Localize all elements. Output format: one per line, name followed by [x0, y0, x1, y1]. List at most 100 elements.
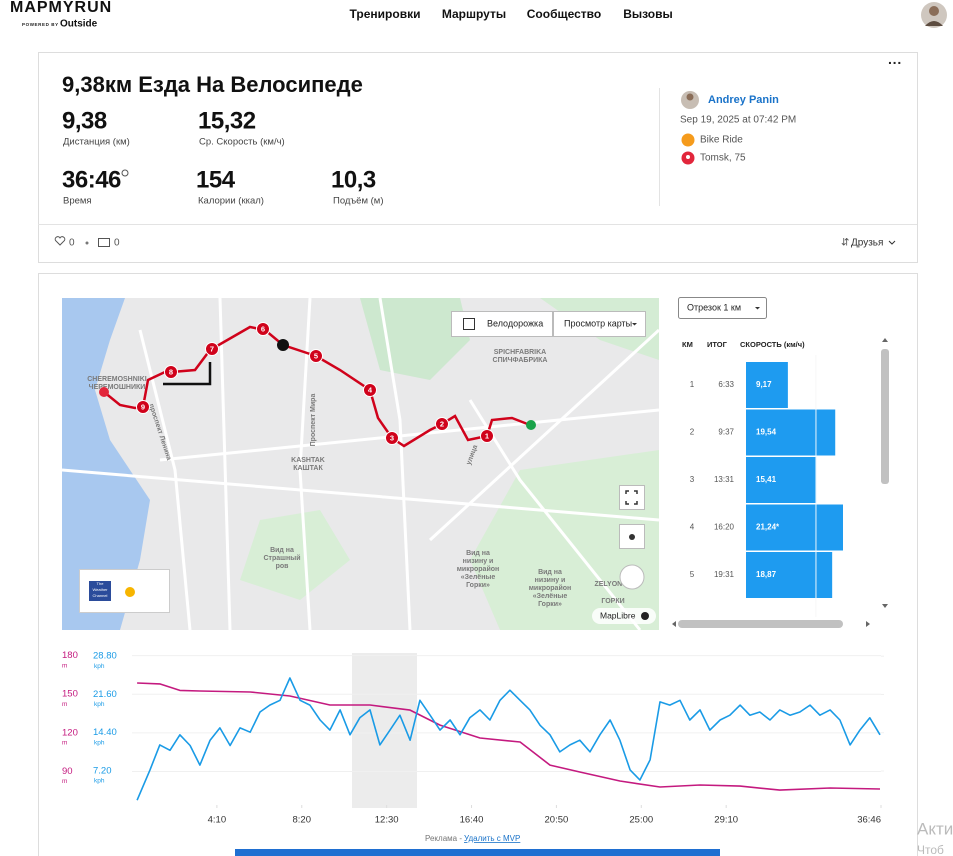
- position-marker: [277, 339, 289, 351]
- place-label: ГОРКИ: [601, 598, 624, 605]
- chevron: [755, 307, 760, 310]
- km-marker-label: 2: [440, 419, 444, 428]
- comment-icon[interactable]: [98, 238, 110, 247]
- split-selector[interactable]: [678, 297, 767, 319]
- more-menu[interactable]: ···: [888, 55, 902, 71]
- column-header: ИТОГ: [707, 340, 728, 349]
- place-label: Страшный: [264, 554, 301, 562]
- place-label: Вид на: [466, 550, 490, 557]
- separator: [85, 241, 89, 245]
- place-label: Вид на: [538, 569, 562, 576]
- column-header: СКОРОСТЬ (км/ч): [740, 340, 805, 349]
- brand[interactable]: MAPMYRUN: [10, 0, 112, 16]
- map-view-label: Просмотр карты: [564, 318, 632, 328]
- recenter-icon: [629, 534, 635, 540]
- y-unit: m: [62, 740, 67, 747]
- place-label: Горки»: [466, 582, 490, 589]
- river: [62, 298, 150, 630]
- split-value: 9,17: [756, 380, 772, 389]
- nav-link[interactable]: Маршруты: [442, 7, 506, 21]
- route-overlap: [163, 362, 212, 386]
- split-km: 3: [690, 475, 695, 484]
- user-avatar-head: [686, 93, 694, 101]
- split-selector-label: Отрезок 1 км: [687, 302, 741, 312]
- y2-unit: kph: [94, 739, 105, 746]
- splits-table: 1 6:33 9,17 2 9:37 19,54 3 13:31 15,41 4 16:20 21,2…: [690, 355, 843, 617]
- km-marker: [256, 322, 270, 336]
- stat-label: Подъём (м): [333, 196, 384, 207]
- stat-value: 154: [196, 166, 236, 193]
- scrollbar-thumb[interactable]: [678, 620, 843, 628]
- place-label: CHEREMOSHNIKI: [87, 376, 147, 383]
- stat-value: 15,32: [198, 107, 256, 134]
- fullscreen-button[interactable]: [619, 485, 645, 510]
- km-marker-label: 3: [390, 433, 394, 442]
- map-view-button[interactable]: [553, 311, 646, 337]
- location-dot: [686, 155, 690, 159]
- km-marker-label: 5: [314, 351, 318, 360]
- elevation-speed-chart[interactable]: 90m120m150m180m7.20kph14.40kph21.60kph28…: [62, 650, 884, 826]
- y2-unit: kph: [94, 701, 105, 708]
- like-count: 0: [69, 238, 75, 249]
- partner: Outside: [60, 19, 98, 30]
- split-value: 21,24*: [756, 523, 780, 532]
- ad-banner[interactable]: [235, 849, 720, 856]
- hover-band: [352, 653, 417, 808]
- split-bar: [746, 457, 817, 503]
- x-tick-label: 36:46: [857, 815, 881, 826]
- nav-link[interactable]: Вызовы: [623, 7, 673, 21]
- user-name[interactable]: Andrey Panin: [708, 94, 779, 106]
- place-label: КАШТАК: [293, 465, 323, 472]
- y2-unit: kph: [94, 663, 105, 670]
- km-markers: 1 2 3 4 5 6 7 8 9: [136, 322, 494, 445]
- y-tick-label: 150: [62, 689, 78, 700]
- stat-value: 9,38: [62, 107, 107, 134]
- like-icon[interactable]: [54, 236, 66, 246]
- activity-type: Bike Ride: [700, 135, 743, 146]
- sun-icon: [125, 587, 135, 597]
- powered-by: POWERED BY: [22, 22, 59, 27]
- km-marker: [385, 431, 399, 445]
- nav-link[interactable]: Тренировки: [350, 7, 421, 21]
- checkbox[interactable]: [463, 318, 475, 330]
- km-marker-label: 7: [210, 344, 214, 353]
- scrollbar-thumb[interactable]: [881, 349, 889, 484]
- roads: [62, 298, 659, 630]
- km-marker-label: 8: [169, 367, 173, 376]
- split-km: 2: [690, 428, 695, 437]
- km-marker-label: 6: [261, 324, 265, 333]
- km-marker: [136, 400, 150, 414]
- ad-label: Реклама -: [425, 834, 462, 843]
- pan-button[interactable]: [619, 564, 645, 590]
- place-label: микрорайон: [457, 565, 500, 573]
- y2-tick-label: 28.80: [93, 651, 117, 662]
- split-total: 9:37: [718, 428, 734, 437]
- x-tick-label: 25:00: [629, 815, 653, 826]
- split-total: 16:20: [714, 523, 735, 532]
- y-tick-label: 120: [62, 727, 78, 738]
- chevron: [632, 323, 637, 326]
- attribution[interactable]: MapLibre: [600, 610, 636, 620]
- bike-lane-label: Велодорожка: [487, 318, 543, 328]
- visibility[interactable]: Друзья: [851, 238, 883, 249]
- info-icon[interactable]: [641, 612, 649, 620]
- place-label: «Зелёные: [461, 574, 496, 581]
- start-marker: [526, 420, 536, 430]
- place-label: ров: [276, 563, 290, 570]
- stat-label: Дистанция (км): [63, 137, 130, 148]
- stat-value: 36:46: [62, 166, 121, 193]
- weather-logo-text: The: [97, 581, 105, 586]
- ad-link[interactable]: Удалить с MVP: [464, 834, 520, 843]
- nav-link[interactable]: Сообщество: [527, 7, 601, 21]
- place-label: микрорайон: [529, 584, 572, 592]
- split-value: 15,41: [756, 475, 777, 484]
- end-marker: [99, 387, 109, 397]
- place-label: ZELYONYE: [594, 581, 631, 588]
- split-bar: [746, 504, 843, 551]
- place-label: «Зелёные: [533, 593, 568, 600]
- x-tick-label: 29:10: [714, 815, 738, 826]
- place-label: ЧЕРЕМОШНИКИ: [89, 384, 146, 391]
- location: Tomsk, 75: [700, 153, 746, 164]
